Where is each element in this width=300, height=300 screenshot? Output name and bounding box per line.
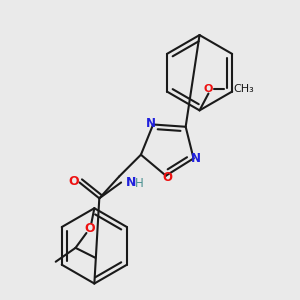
Text: N: N [146,117,156,130]
Text: H: H [135,177,144,190]
Text: CH₃: CH₃ [233,84,254,94]
Text: O: O [204,84,213,94]
Text: O: O [68,175,79,188]
Text: N: N [126,176,136,189]
Text: O: O [84,221,95,235]
Text: N: N [190,152,200,165]
Text: O: O [162,171,172,184]
